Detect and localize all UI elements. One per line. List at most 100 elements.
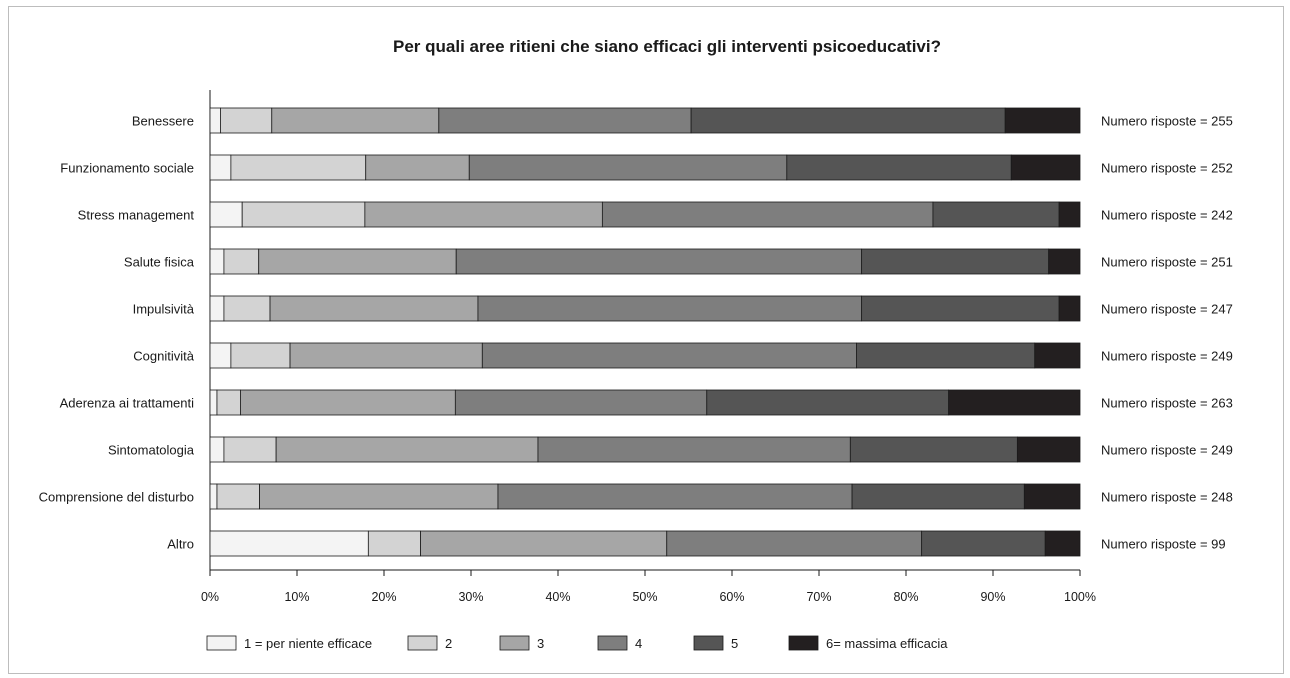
legend-swatch-1: [206, 635, 237, 651]
x-tick-label: 30%: [458, 590, 483, 604]
response-count-label: Numero risposte = 251: [1101, 255, 1233, 270]
x-tick-label: 80%: [893, 590, 918, 604]
category-label: Comprensione del disturbo: [39, 490, 194, 505]
bar-segment-2-3: [365, 154, 470, 181]
response-count-label: Numero risposte = 249: [1101, 443, 1233, 458]
chart-title: Per quali aree ritieni che siano efficac…: [393, 37, 941, 56]
bar-segment-4-4: [455, 248, 863, 275]
bar-segment-6-3: [289, 342, 483, 369]
x-tick-label: 70%: [806, 590, 831, 604]
bar-segment-1-3: [271, 107, 440, 134]
bar-segment-10-6: [1044, 530, 1081, 557]
bar-segment-10-3: [420, 530, 668, 557]
x-tick-label: 50%: [632, 590, 657, 604]
bar-segment-2-1: [209, 154, 232, 181]
response-count-label: Numero risposte = 263: [1101, 396, 1233, 411]
bar-segment-3-3: [364, 201, 603, 228]
bar-segment-4-1: [209, 248, 225, 275]
bar-segment-7-4: [454, 389, 708, 416]
bar-segment-4-3: [258, 248, 457, 275]
bar-segment-6-2: [230, 342, 291, 369]
bar-segment-8-6: [1016, 436, 1081, 463]
bar-segment-8-3: [275, 436, 539, 463]
bar-segment-2-5: [786, 154, 1012, 181]
bar-segment-10-5: [921, 530, 1046, 557]
bar-segment-7-2: [216, 389, 241, 416]
bar-segment-5-4: [477, 295, 863, 322]
bar-segment-10-1: [209, 530, 369, 557]
response-count-label: Numero risposte = 242: [1101, 208, 1233, 223]
response-count-label: Numero risposte = 248: [1101, 490, 1233, 505]
bar-segment-10-2: [367, 530, 421, 557]
x-tick-label: 0%: [201, 590, 219, 604]
x-tick-label: 90%: [980, 590, 1005, 604]
bar-segment-4-2: [223, 248, 260, 275]
bar-segment-8-2: [223, 436, 277, 463]
category-label: Altro: [167, 537, 194, 552]
response-count-label: Numero risposte = 252: [1101, 161, 1233, 176]
x-tick-label: 40%: [545, 590, 570, 604]
bar-segment-3-2: [241, 201, 366, 228]
legend-label-5: 5: [731, 636, 738, 651]
bar-segment-3-1: [209, 201, 243, 228]
legend-swatch-3: [499, 635, 530, 651]
category-label: Funzionamento sociale: [60, 161, 194, 176]
bar-segment-7-3: [240, 389, 456, 416]
bar-segment-7-5: [706, 389, 950, 416]
bar-segment-9-4: [497, 483, 853, 510]
legend-label-4: 4: [635, 636, 642, 651]
legend-label-2: 2: [445, 636, 452, 651]
bar-segment-2-2: [230, 154, 367, 181]
category-label: Impulsività: [133, 302, 195, 317]
bar-segment-7-1: [209, 389, 218, 416]
x-tick-label: 20%: [371, 590, 396, 604]
bar-segment-1-5: [690, 107, 1006, 134]
legend-label-1: 1 = per niente efficace: [244, 636, 372, 651]
bar-segment-3-5: [932, 201, 1060, 228]
bar-segment-5-3: [269, 295, 479, 322]
bar-segment-6-1: [209, 342, 232, 369]
bar-segment-4-6: [1048, 248, 1081, 275]
category-label: Cognitività: [133, 349, 194, 364]
bar-segment-6-5: [856, 342, 1036, 369]
chart-frame: [8, 6, 1284, 674]
bar-segment-8-4: [537, 436, 851, 463]
bar-segment-10-4: [666, 530, 923, 557]
bar-segment-9-5: [851, 483, 1025, 510]
bar-segment-1-6: [1004, 107, 1081, 134]
bar-segment-5-1: [209, 295, 225, 322]
bar-segment-8-1: [209, 436, 225, 463]
category-label: Stress management: [78, 208, 195, 223]
bar-segment-5-6: [1058, 295, 1081, 322]
x-tick-label: 10%: [284, 590, 309, 604]
bar-segment-2-6: [1010, 154, 1081, 181]
legend-swatch-4: [597, 635, 628, 651]
bar-segment-9-2: [216, 483, 260, 510]
bar-segment-8-5: [849, 436, 1018, 463]
bar-segment-5-5: [861, 295, 1060, 322]
bar-segment-4-5: [861, 248, 1050, 275]
bar-segment-2-4: [468, 154, 788, 181]
category-label: Aderenza ai trattamenti: [60, 396, 195, 411]
bar-segment-9-3: [259, 483, 499, 510]
x-tick-label: 100%: [1064, 590, 1096, 604]
bar-segment-1-2: [220, 107, 273, 134]
bar-segment-5-2: [223, 295, 271, 322]
bar-segment-3-6: [1058, 201, 1081, 228]
bar-segment-9-1: [209, 483, 218, 510]
x-tick-label: 60%: [719, 590, 744, 604]
legend-swatch-5: [693, 635, 724, 651]
response-count-label: Numero risposte = 247: [1101, 302, 1233, 317]
legend-swatch-6: [788, 635, 819, 651]
bar-segment-6-4: [481, 342, 857, 369]
response-count-label: Numero risposte = 249: [1101, 349, 1233, 364]
legend-label-6: 6= massima efficacia: [826, 636, 948, 651]
bar-segment-9-6: [1023, 483, 1081, 510]
bar-segment-1-1: [209, 107, 221, 134]
response-count-label: Numero risposte = 99: [1101, 537, 1226, 552]
legend-swatch-2: [407, 635, 438, 651]
legend-label-3: 3: [537, 636, 544, 651]
bar-segment-7-6: [948, 389, 1081, 416]
bar-segment-3-4: [601, 201, 934, 228]
